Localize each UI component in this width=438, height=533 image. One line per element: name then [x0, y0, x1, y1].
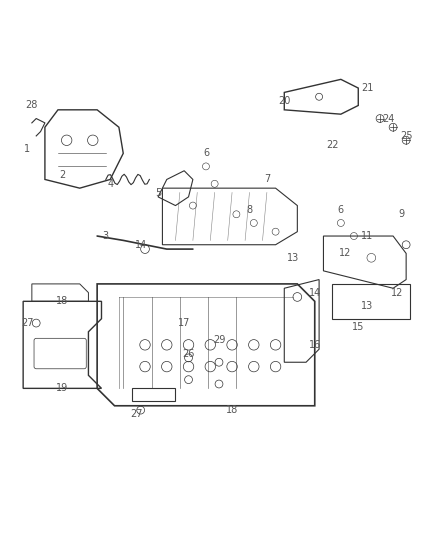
- Text: 21: 21: [361, 83, 373, 93]
- Text: 1: 1: [25, 144, 31, 154]
- Text: 22: 22: [326, 140, 339, 150]
- Text: 14: 14: [134, 240, 147, 250]
- Text: 3: 3: [103, 231, 109, 241]
- Text: 4: 4: [107, 179, 113, 189]
- Text: 17: 17: [178, 318, 191, 328]
- Text: 6: 6: [338, 205, 344, 215]
- Text: 29: 29: [213, 335, 225, 345]
- Text: 13: 13: [361, 301, 373, 311]
- Text: 24: 24: [382, 114, 395, 124]
- Text: 27: 27: [130, 409, 142, 419]
- Text: 7: 7: [264, 174, 270, 184]
- Text: 9: 9: [399, 209, 405, 219]
- Text: 13: 13: [287, 253, 299, 263]
- Text: 27: 27: [21, 318, 34, 328]
- Text: 2: 2: [59, 170, 65, 180]
- Text: 6: 6: [203, 148, 209, 158]
- Text: 8: 8: [247, 205, 253, 215]
- Text: 12: 12: [391, 288, 404, 297]
- Text: 20: 20: [278, 96, 290, 106]
- Text: 11: 11: [361, 231, 373, 241]
- Text: 15: 15: [352, 322, 364, 333]
- Text: 19: 19: [56, 383, 68, 393]
- Text: 25: 25: [400, 131, 413, 141]
- Text: 16: 16: [309, 340, 321, 350]
- Text: 18: 18: [56, 296, 68, 306]
- Text: 5: 5: [155, 188, 161, 198]
- Text: 26: 26: [182, 349, 195, 359]
- Text: 12: 12: [339, 248, 351, 259]
- Text: 28: 28: [26, 100, 38, 110]
- Text: 14: 14: [309, 288, 321, 297]
- Text: 18: 18: [226, 405, 238, 415]
